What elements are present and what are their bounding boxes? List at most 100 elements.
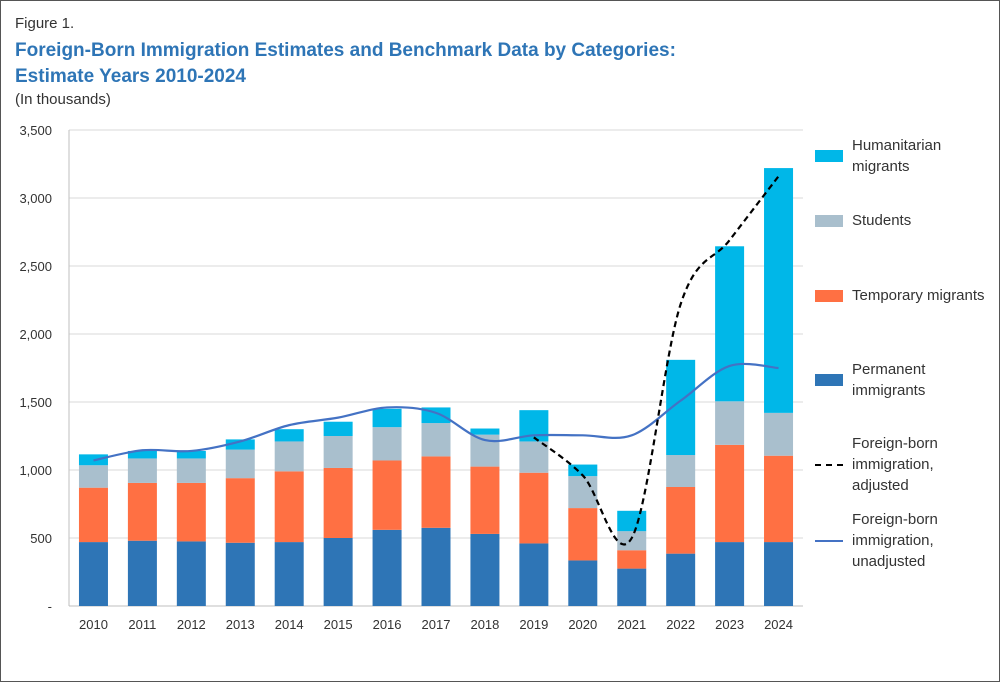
x-tick-label: 2013	[226, 617, 255, 632]
legend-item-temporary: Temporary migrants	[815, 285, 995, 306]
x-tick-label: 2016	[373, 617, 402, 632]
bar-humanitarian-2023	[715, 246, 745, 402]
y-tick-label: 1,000	[19, 463, 52, 478]
legend-label: Students	[852, 212, 912, 229]
bar-students-2023	[715, 401, 745, 445]
bar-permanent-2019	[519, 543, 549, 606]
bar-students-2016	[372, 427, 402, 461]
y-tick-label: 2,500	[19, 259, 52, 274]
bar-permanent-2024	[764, 542, 794, 606]
bar-temporary-2012	[176, 482, 206, 542]
x-tick-label: 2018	[470, 617, 499, 632]
bar-humanitarian-2016	[372, 408, 402, 428]
y-tick-label: 2,000	[19, 327, 52, 342]
bar-students-2011	[127, 458, 157, 483]
legend-line-swatch	[815, 539, 843, 542]
legend-label: Permanent immigrants	[852, 361, 926, 399]
x-tick-label: 2023	[715, 617, 744, 632]
chart-title-line2: Estimate Years 2010-2024	[15, 66, 246, 87]
legend-label: Foreign-born immigration, unadjusted	[852, 511, 938, 570]
bar-permanent-2022	[666, 553, 696, 606]
bar-students-2019	[519, 441, 549, 473]
legend-swatch	[815, 289, 843, 302]
bar-humanitarian-2012	[176, 450, 206, 459]
bar-permanent-2013	[225, 542, 255, 606]
line-adjusted	[533, 175, 780, 546]
bar-students-2013	[225, 449, 255, 479]
legend-swatch	[815, 214, 843, 227]
bar-humanitarian-2014	[274, 429, 304, 442]
bar-temporary-2011	[127, 482, 157, 541]
y-tick-label: 3,000	[19, 191, 52, 206]
bar-permanent-2016	[372, 529, 402, 606]
bar-humanitarian-2013	[225, 439, 255, 450]
legend-swatch	[815, 150, 843, 162]
x-tick-label: 2019	[519, 617, 548, 632]
x-tick-label: 2010	[79, 617, 108, 632]
bar-permanent-2021	[617, 568, 647, 606]
y-tick-label: 500	[30, 531, 52, 546]
legend-label: Foreign-born immigration, adjusted	[852, 435, 938, 494]
bar-permanent-2012	[176, 541, 206, 606]
legend-item-adjusted: Foreign-born immigration, adjusted	[815, 433, 995, 496]
legend-line-swatch	[815, 463, 843, 466]
bar-temporary-2023	[715, 444, 745, 543]
chart-title-line1: Foreign-Born Immigration Estimates and B…	[15, 40, 676, 61]
bar-humanitarian-2021	[617, 510, 647, 532]
bar-temporary-2021	[617, 550, 647, 569]
chart-title: Foreign-Born Immigration Estimates and B…	[15, 38, 676, 90]
legend-item-humanitarian: Humanitarian migrants	[815, 135, 995, 177]
bar-permanent-2023	[715, 542, 745, 606]
x-tick-label: 2011	[128, 617, 156, 632]
x-tick-label: 2021	[617, 617, 646, 632]
bar-temporary-2016	[372, 460, 402, 530]
bar-students-2015	[323, 436, 353, 468]
y-tick-label: -	[48, 599, 52, 614]
line-unadjusted	[93, 362, 779, 462]
bar-temporary-2018	[470, 466, 500, 534]
bar-temporary-2020	[568, 508, 598, 561]
x-tick-label: 2020	[568, 617, 597, 632]
x-tick-label: 2015	[324, 617, 353, 632]
bar-students-2022	[666, 455, 696, 487]
bar-temporary-2019	[519, 472, 549, 544]
bar-students-2010	[78, 465, 108, 488]
x-tick-label: 2024	[764, 617, 793, 632]
legend-label: Temporary migrants	[852, 287, 985, 304]
legend-swatch	[815, 374, 843, 386]
bar-temporary-2017	[421, 456, 451, 528]
bar-temporary-2010	[78, 487, 108, 543]
bar-students-2017	[421, 423, 451, 457]
legend-item-permanent: Permanent immigrants	[815, 359, 995, 401]
bar-humanitarian-2015	[323, 421, 353, 436]
legend-item-unadjusted: Foreign-born immigration, unadjusted	[815, 509, 995, 572]
bar-humanitarian-2018	[470, 428, 500, 435]
bar-permanent-2020	[568, 560, 598, 606]
bar-permanent-2014	[274, 542, 304, 606]
x-tick-label: 2012	[177, 617, 206, 632]
y-tick-label: 3,500	[19, 123, 52, 138]
x-tick-label: 2022	[666, 617, 695, 632]
bar-temporary-2015	[323, 467, 353, 538]
legend-label: Humanitarian migrants	[852, 137, 942, 175]
bar-humanitarian-2024	[764, 168, 794, 413]
y-tick-label: 1,500	[19, 395, 52, 410]
x-tick-label: 2014	[275, 617, 304, 632]
bar-students-2021	[617, 531, 647, 551]
figure-label: Figure 1.	[15, 15, 75, 32]
bar-permanent-2017	[421, 527, 451, 606]
bar-permanent-2010	[78, 542, 108, 606]
bar-temporary-2013	[225, 478, 255, 543]
bar-humanitarian-2011	[127, 450, 157, 459]
bar-permanent-2015	[323, 538, 353, 606]
bar-temporary-2014	[274, 471, 304, 543]
bar-students-2024	[764, 412, 794, 456]
x-tick-label: 2017	[422, 617, 451, 632]
chart-subtitle: (In thousands)	[15, 91, 111, 108]
bar-students-2014	[274, 441, 304, 472]
bar-permanent-2018	[470, 533, 500, 606]
bar-temporary-2024	[764, 455, 794, 543]
bar-students-2012	[176, 458, 206, 483]
